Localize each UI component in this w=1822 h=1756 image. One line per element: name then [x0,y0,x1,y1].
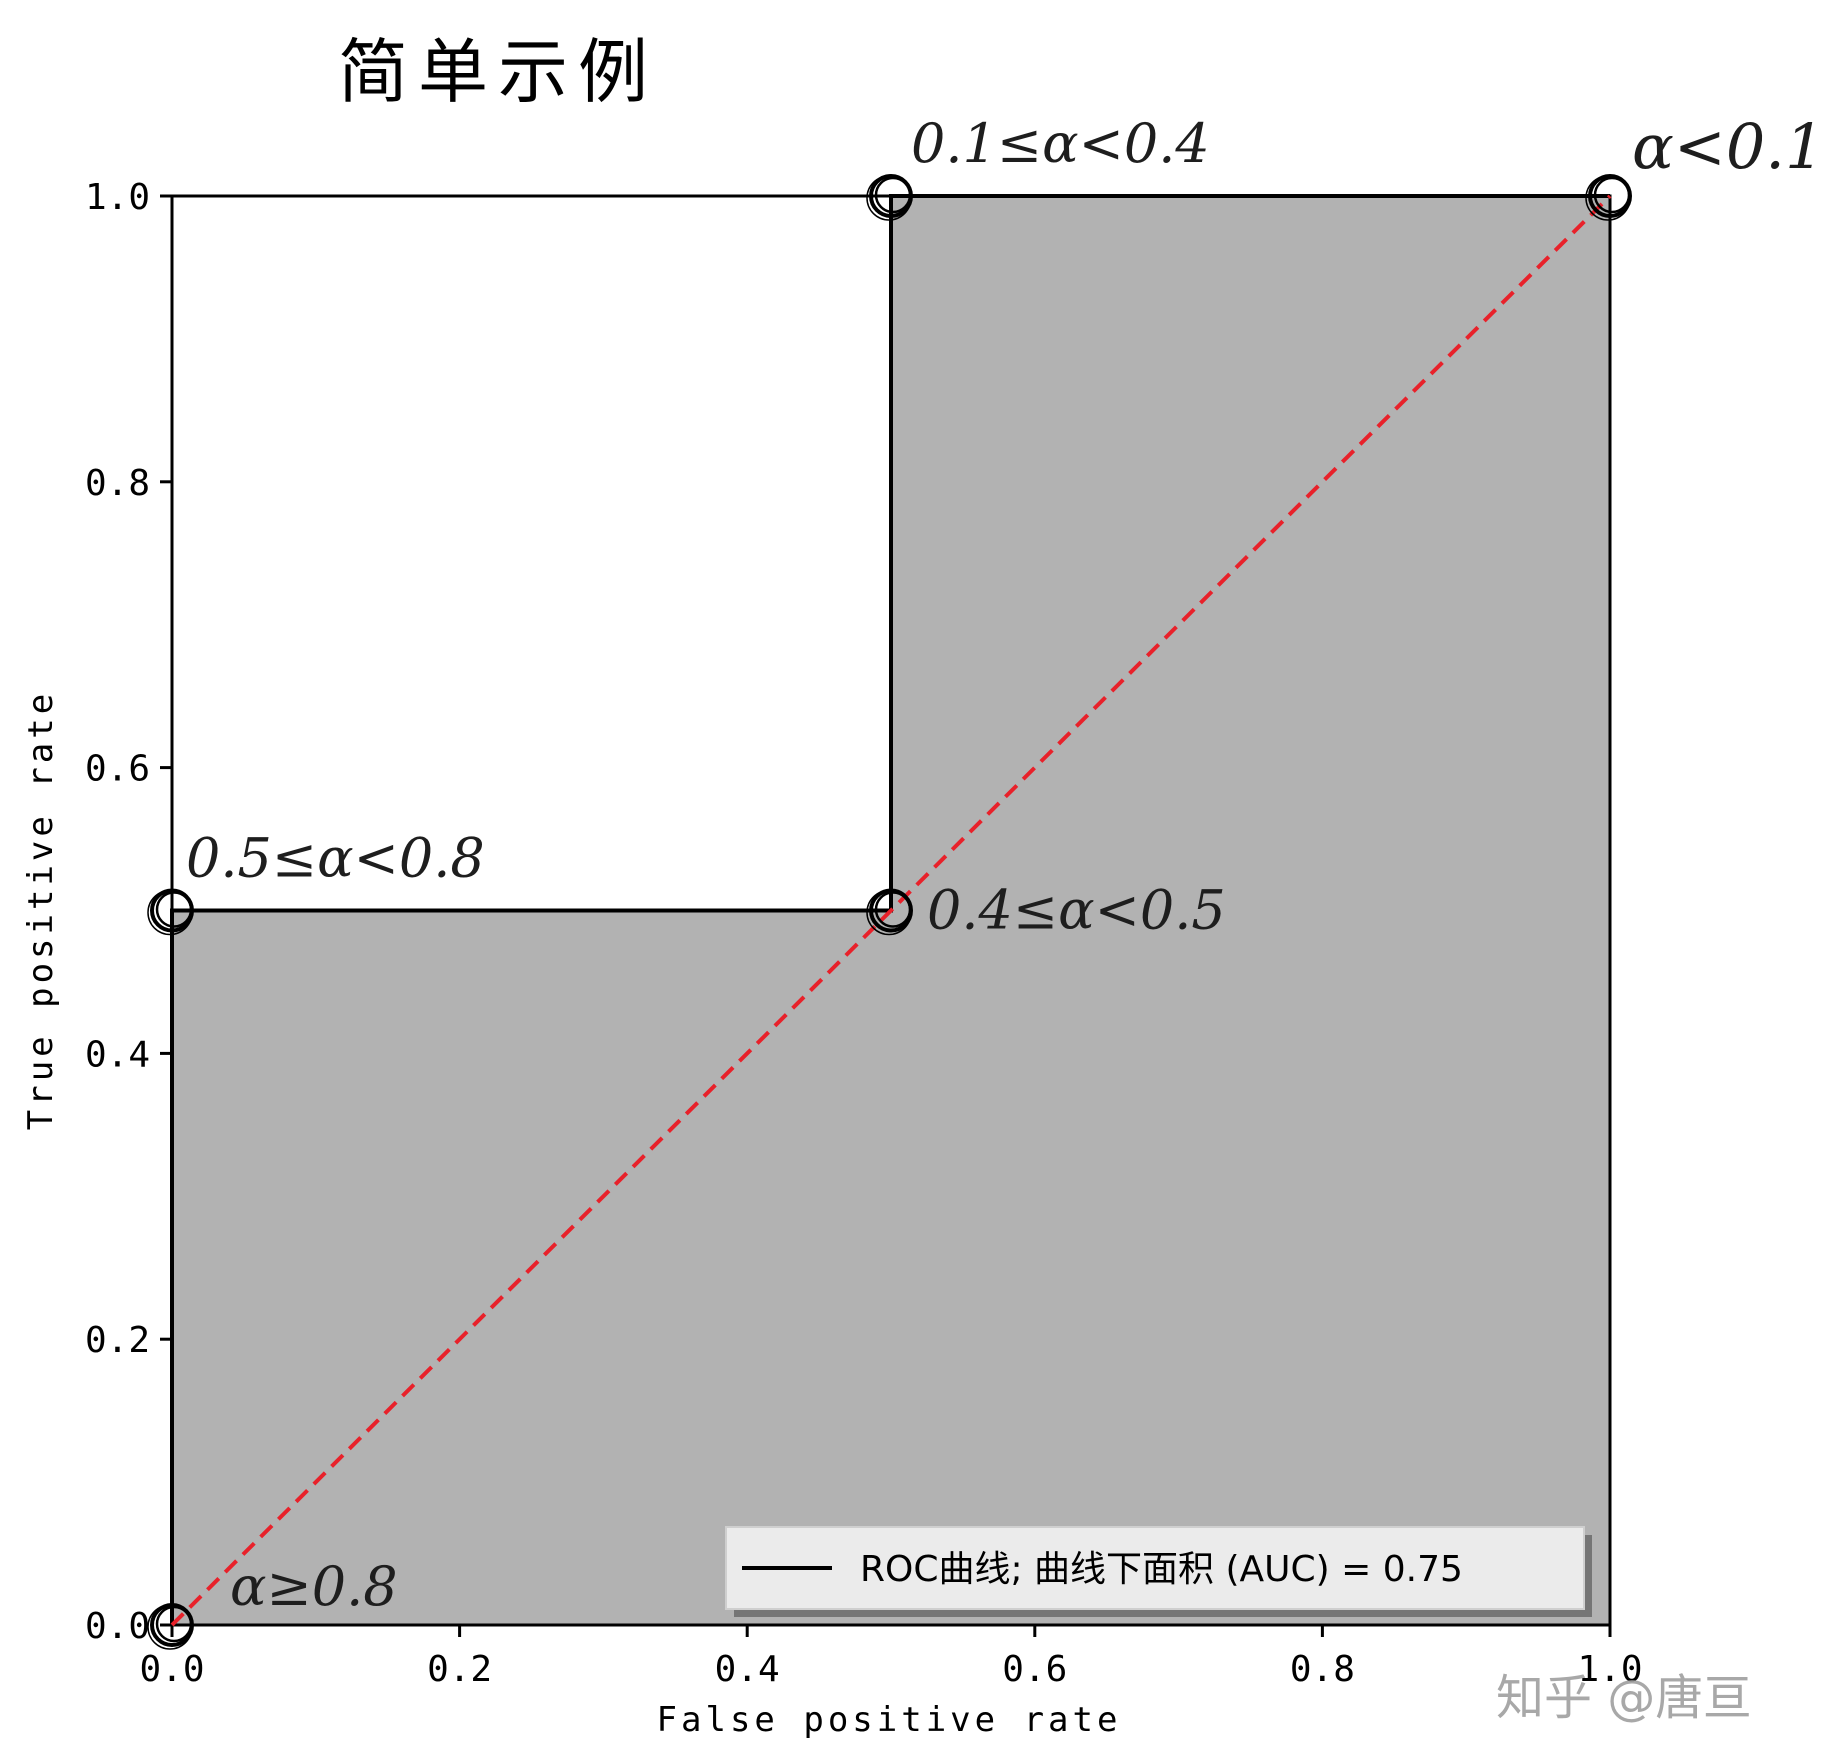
y-axis-label: True positive rate [21,690,61,1130]
y-tick-label: 0.4 [85,1034,150,1075]
y-tick-label: 0.2 [85,1320,150,1361]
y-tick-label: 1.0 [85,177,150,218]
x-tick-label: 0.6 [1002,1649,1067,1690]
threshold-annotation: α≥0.8 [230,1555,398,1618]
threshold-annotation: 0.1≤α<0.4 [911,112,1210,175]
y-axis-ticks: 0.0 0.2 0.4 0.6 0.8 1.0 [85,177,172,1647]
point-marker [866,888,913,936]
point-marker [147,1603,194,1650]
x-tick-label: 0.8 [1290,1649,1355,1690]
y-tick-label: 0.8 [85,463,150,504]
legend-box [725,1526,1585,1610]
x-axis-label: False positive rate [657,1700,1122,1740]
point-marker [1585,174,1632,221]
watermark: 知乎 @唐亘 [1496,1670,1751,1726]
y-tick-label: 0.6 [85,749,150,790]
x-tick-label: 0.4 [715,1649,780,1690]
marker-layer [147,174,1632,1650]
x-tick-label: 1.0 [1577,1649,1642,1690]
threshold-annotation: α<0.1 [1632,110,1822,183]
x-tick-label: 0.2 [427,1649,492,1690]
point-marker [866,174,913,221]
chart-title: 简单示例 [338,31,658,113]
annotation-layer: α≥0.8 0.5≤α<0.8 0.4≤α<0.5 0.1≤α<0.4 α<0.1 [186,110,1822,1618]
diagonal-reference-line [170,194,1612,1627]
threshold-annotation: 0.5≤α<0.8 [186,827,485,890]
threshold-annotation: 0.4≤α<0.5 [927,879,1226,942]
x-tick-label: 0.0 [139,1649,204,1690]
x-axis-ticks: 0.0 0.2 0.4 0.6 0.8 1.0 [139,1625,1643,1690]
y-tick-label: 0.0 [85,1606,150,1647]
point-marker [147,888,194,936]
legend: ROC曲线; 曲线下面积 (AUC) = 0.75 [725,1526,1592,1617]
legend-label: ROC曲线; 曲线下面积 (AUC) = 0.75 [860,1549,1463,1590]
series-layer [170,194,1612,1627]
